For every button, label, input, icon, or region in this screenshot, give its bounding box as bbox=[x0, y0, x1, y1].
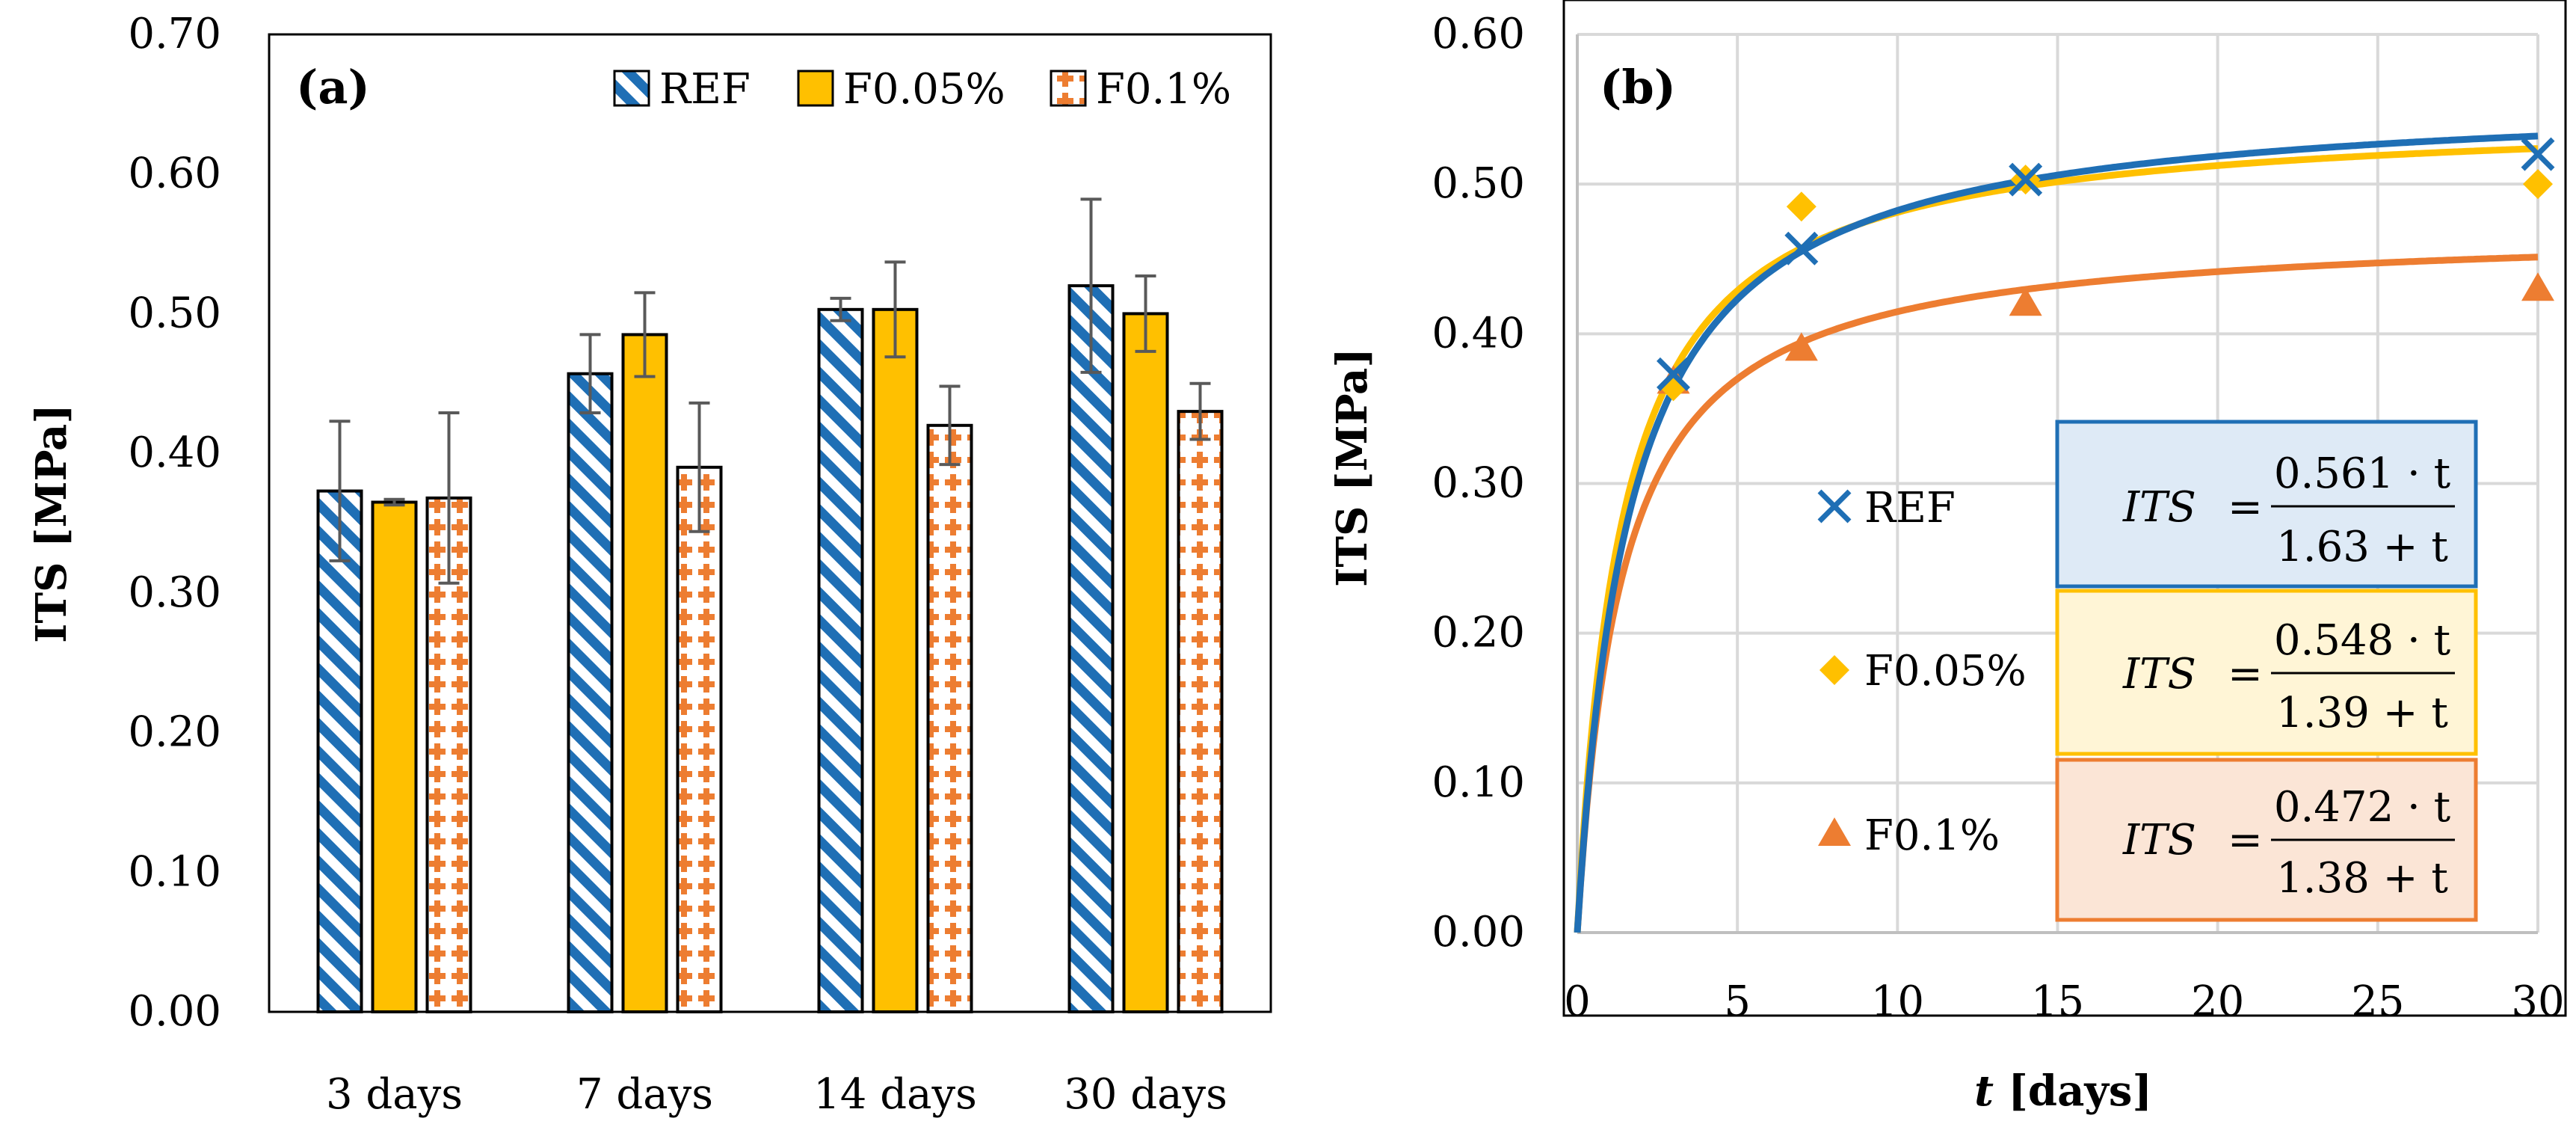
data-point-F0.1% bbox=[2009, 287, 2042, 316]
y-tick-label: 0.50 bbox=[128, 289, 221, 337]
equation-den-ref: 1.63 + t bbox=[2276, 523, 2448, 571]
bar-F0.1%-7 days bbox=[676, 465, 723, 1013]
bar-F0.1%-30 days bbox=[1177, 410, 1224, 1013]
x-tick-label: 7 days bbox=[576, 1070, 713, 1119]
legend-a: REF F0.05% F0.1% bbox=[613, 65, 1231, 114]
bar-REF-30 days bbox=[1067, 284, 1115, 1014]
data-point-REF bbox=[2009, 162, 2043, 197]
y-axis-ticks-b: 0.00 0.10 0.20 0.30 0.40 0.50 0.60 bbox=[1432, 10, 1525, 957]
y-axis-title-b: ITS [MPa] bbox=[1328, 348, 1377, 587]
bar-F0.05%-30 days bbox=[1122, 312, 1169, 1013]
legend-label-f01: F0.1% bbox=[1096, 65, 1231, 114]
x-axis-ticks-b: 0 5 10 15 20 25 30 bbox=[1564, 977, 2564, 1026]
y-tick-label: 0.00 bbox=[128, 987, 221, 1036]
equation-eq-f005: = bbox=[2228, 650, 2263, 699]
x-tick-label: 20 bbox=[2191, 977, 2244, 1026]
bar-REF-14 days bbox=[817, 307, 864, 1013]
fit-curve-F0.1% bbox=[1574, 254, 2539, 933]
equation-num-f005: 0.548 · t bbox=[2274, 616, 2451, 665]
data-point-F0.1% bbox=[2521, 272, 2554, 301]
equation-eq-f01: = bbox=[2228, 816, 2263, 865]
x-tick-label: 30 bbox=[2511, 977, 2564, 1026]
legend-marker-f01 bbox=[1818, 817, 1851, 846]
data-point-REF bbox=[2521, 137, 2555, 171]
legend-label-f005-b: F0.05% bbox=[1864, 647, 2027, 696]
legend-b: REF F0.05% F0.1% bbox=[1817, 484, 2027, 860]
equation-den-f005: 1.39 + t bbox=[2276, 689, 2448, 737]
x-tick-label: 30 days bbox=[1064, 1070, 1227, 1119]
fit-curve-F0.05% bbox=[1574, 145, 2539, 933]
y-axis-ticks-a: 0.00 0.10 0.20 0.30 0.40 0.50 0.60 0.70 bbox=[128, 10, 221, 1036]
legend-swatch-f005 bbox=[797, 70, 834, 107]
equation-lhs-f005: ITS bbox=[2122, 650, 2196, 699]
y-tick-label: 0.40 bbox=[128, 429, 221, 477]
y-tick-label: 0.00 bbox=[1432, 908, 1525, 957]
y-tick-label: 0.10 bbox=[1432, 758, 1525, 807]
x-tick-label: 0 bbox=[1564, 977, 1591, 1026]
equation-num-ref: 0.561 · t bbox=[2274, 449, 2451, 498]
x-axis-ticks-a: 3 days 7 days 14 days 30 days bbox=[326, 1070, 1227, 1119]
data-point-REF bbox=[1784, 231, 1819, 265]
legend-swatch-ref bbox=[613, 70, 650, 107]
equation-box-f005: ITS = 0.548 · t 1.39 + t bbox=[2055, 589, 2478, 756]
x-tick-label: 5 bbox=[1724, 977, 1751, 1026]
data-points-b bbox=[1657, 137, 2555, 402]
legend-label-ref: REF bbox=[659, 65, 751, 114]
equation-lhs-ref: ITS bbox=[2122, 483, 2196, 532]
equation-lhs-f01: ITS bbox=[2122, 816, 2196, 865]
data-point-F0.1% bbox=[1784, 332, 1818, 361]
bar-chart-panel-a: 0.00 0.10 0.20 0.30 0.40 0.50 0.60 0.70 3 days 7… bbox=[27, 10, 1272, 1119]
bar-REF-3 days bbox=[316, 489, 363, 1013]
y-tick-label: 0.10 bbox=[128, 847, 221, 896]
y-tick-label: 0.60 bbox=[1432, 10, 1525, 58]
bar-F0.05%-3 days bbox=[371, 500, 418, 1013]
fit-curves-b bbox=[1574, 132, 2539, 933]
axes-b bbox=[1576, 34, 2538, 934]
y-tick-label: 0.30 bbox=[128, 568, 221, 617]
x-tick-label: 25 bbox=[2351, 977, 2404, 1026]
y-tick-label: 0.50 bbox=[1432, 159, 1525, 208]
y-tick-label: 0.20 bbox=[1432, 609, 1525, 657]
legend-label-f01-b: F0.1% bbox=[1864, 811, 2000, 860]
y-tick-label: 0.70 bbox=[128, 10, 221, 58]
bar-F0.05%-14 days bbox=[872, 307, 919, 1013]
y-axis-title-a: ITS [MPa] bbox=[27, 404, 76, 643]
legend-marker-ref bbox=[1817, 489, 1852, 524]
y-tick-label: 0.40 bbox=[1432, 309, 1525, 357]
scatter-chart-panel-b: 0.00 0.10 0.20 0.30 0.40 0.50 0.60 0 5 10 15 20 25 3… bbox=[1328, 0, 2567, 1116]
plot-area-a bbox=[268, 33, 1272, 1013]
legend-swatch-f01 bbox=[1050, 70, 1087, 107]
data-point-F0.05% bbox=[2523, 169, 2553, 200]
y-tick-label: 0.30 bbox=[1432, 459, 1525, 508]
fit-curve-REF bbox=[1574, 132, 2539, 933]
legend-marker-f005 bbox=[1819, 655, 1849, 685]
equation-den-f01: 1.38 + t bbox=[2276, 854, 2448, 903]
x-tick-label: 15 bbox=[2031, 977, 2084, 1026]
x-axis-title-rest: [days] bbox=[1994, 1066, 2152, 1116]
panel-label-b: (b) bbox=[1600, 60, 1676, 114]
error-bars-a bbox=[329, 197, 1211, 585]
x-axis-title-italic: t bbox=[1974, 1066, 1994, 1116]
bar-F0.05%-7 days bbox=[621, 333, 668, 1013]
panel-label-a: (a) bbox=[296, 60, 370, 114]
x-tick-label: 14 days bbox=[813, 1070, 977, 1119]
legend-label-ref-b: REF bbox=[1864, 484, 1956, 532]
y-tick-label: 0.60 bbox=[128, 150, 221, 198]
data-point-REF bbox=[1657, 357, 1690, 391]
legend-label-f005: F0.05% bbox=[843, 65, 1005, 114]
bar-F0.1%-14 days bbox=[926, 423, 973, 1013]
equation-box-f01: ITS = 0.472 · t 1.38 + t bbox=[2055, 758, 2478, 922]
x-axis-title-b: t [days] bbox=[1974, 1066, 2152, 1116]
y-tick-label: 0.20 bbox=[128, 708, 221, 757]
x-tick-label: 10 bbox=[1871, 977, 1924, 1026]
data-point-F0.05% bbox=[1786, 191, 1817, 222]
equation-eq-ref: = bbox=[2228, 483, 2263, 532]
bar-REF-7 days bbox=[567, 372, 614, 1014]
equation-num-f01: 0.472 · t bbox=[2274, 783, 2451, 832]
equation-box-ref: ITS = 0.561 · t 1.63 + t bbox=[2055, 420, 2478, 589]
x-tick-label: 3 days bbox=[326, 1070, 463, 1119]
